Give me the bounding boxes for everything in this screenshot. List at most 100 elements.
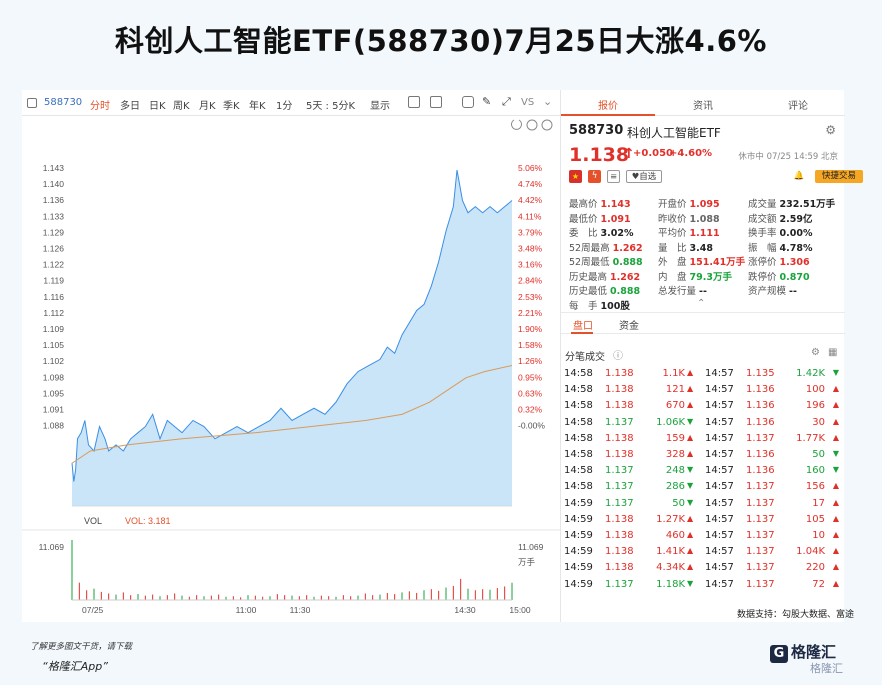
down-triangle-icon: ▼ [832, 465, 839, 475]
tab-intraday[interactable]: 分时 [90, 101, 110, 112]
quote-value: 232.51万手 [779, 199, 836, 210]
trade-volume: 196 [805, 400, 825, 412]
tab-news[interactable]: 资讯 [693, 101, 713, 112]
color-icon[interactable] [430, 96, 442, 108]
trade-volume: 1.77K [796, 432, 825, 444]
x-tick-label: 11:00 [236, 605, 257, 615]
trade-row: 14:58 1.138 121 14:57 1.136 100 ▲ ▲ [561, 382, 845, 398]
volume-max-label: 11.069 [518, 542, 544, 552]
lightning-icon[interactable]: ϟ [588, 170, 601, 183]
data-source: 数据支持：勾股大数据、富途 [736, 610, 854, 620]
settings-icon[interactable]: ⚙ [811, 347, 820, 358]
settings-gear-icon[interactable]: ⚙ [825, 123, 836, 137]
tab-comments[interactable]: 评论 [788, 101, 808, 112]
up-triangle-icon: ▲ [832, 578, 839, 588]
bell-icon[interactable]: 🔔 [793, 171, 805, 181]
toolbar-code[interactable]: 588730 [44, 97, 83, 108]
tab-monthly-k[interactable]: 月K [199, 101, 216, 112]
quote-value: 2.59亿 [779, 213, 813, 225]
up-triangle-icon: ▲ [832, 497, 839, 507]
trade-volume: 121 [665, 384, 685, 396]
tab-1min[interactable]: 1分 [276, 101, 293, 112]
pct-tick-label: 0.32% [518, 405, 543, 415]
pct-tick-label: 4.11% [518, 211, 542, 221]
quote-label: 平均价 [658, 228, 687, 239]
x-tick-label: 07/25 [82, 605, 104, 615]
tab-weekly-k[interactable]: 周K [173, 101, 190, 112]
up-triangle-icon: ▲ [832, 530, 839, 539]
quote-field: 历史最低 0.888 [569, 283, 640, 297]
up-triangle-icon: ▲ [832, 481, 839, 491]
trade-price: 1.136 [746, 449, 775, 460]
more-icon[interactable]: ⌄ [543, 95, 553, 108]
up-arrow-icon: ↑ [623, 146, 635, 162]
add-watchlist-button[interactable]: ♥自选 [626, 170, 662, 183]
tab-daily-k[interactable]: 日K [149, 101, 166, 112]
trade-time: 14:59 [564, 497, 593, 509]
section-tab-indicator [571, 332, 593, 334]
tab-multi-day[interactable]: 多日 [120, 101, 140, 112]
y-tick-label: 1.140 [43, 179, 65, 189]
pct-tick-label: 0.95% [518, 372, 543, 382]
collapse-chevron-icon[interactable]: ⌃ [697, 298, 706, 309]
x-tick-label: 11:30 [290, 605, 311, 615]
pen-icon[interactable]: ✎ [482, 95, 492, 108]
tab-order-book[interactable]: 盘口 [573, 321, 593, 332]
intraday-chart[interactable]: 1.143 5.06% 1.140 4.74% 1.136 4.42% 1.133 4.11%… [22, 116, 560, 622]
trade-price: 1.138 [605, 384, 634, 396]
quote-value: 1.095 [689, 199, 720, 210]
quote-value: 0.888 [610, 286, 641, 297]
pct-tick-label: 0.63% [518, 388, 543, 398]
section-tabs: 盘口 资金 [561, 312, 845, 334]
tab-capital[interactable]: 资金 [619, 321, 639, 332]
intraday-chart-svg: 1.143 5.06% 1.140 4.74% 1.136 4.42% 1.133 4.11%… [22, 119, 560, 615]
quote-field: 量 比 3.48 [658, 240, 713, 254]
list-icon[interactable]: ≡ [607, 170, 620, 183]
up-triangle-icon: ▲ [687, 530, 694, 539]
y-tick-label: 1.133 [43, 211, 65, 221]
tab-quote[interactable]: 报价 [598, 101, 618, 112]
sidebar-toggle-icon[interactable] [27, 98, 37, 108]
heart-icon: ♥ [631, 172, 640, 182]
trade-volume: 1.18K [656, 578, 685, 590]
quote-field: 换手率 0.00% [748, 225, 812, 239]
fullscreen-icon[interactable]: ⤢ [502, 95, 511, 108]
y-tick-label: 1.095 [43, 388, 65, 398]
camera-icon[interactable] [462, 96, 474, 108]
tab-yearly-k[interactable]: 年K [249, 101, 266, 112]
trade-time: 14:58 [564, 481, 593, 493]
trade-price: 1.137 [746, 497, 775, 509]
quote-value: 1.088 [689, 213, 720, 225]
grid-icon[interactable]: ▦ [828, 347, 838, 358]
tab-5day[interactable]: 5天 : 5分K [306, 101, 356, 112]
fast-trade-button[interactable]: 快捷交易 [815, 170, 863, 183]
logo-mark-icon: G [770, 645, 788, 663]
quote-field: 总发行量 -- [658, 283, 707, 297]
trade-time: 14:58 [564, 465, 593, 477]
tab-quarterly-k[interactable]: 季K [223, 101, 240, 112]
trade-price: 1.137 [605, 465, 634, 477]
chart-type-icon[interactable] [408, 96, 420, 108]
trade-price: 1.136 [746, 384, 775, 396]
y-tick-label: 1.102 [43, 356, 65, 366]
quote-value: 151.41万手 [689, 257, 746, 268]
watermark-text: 格隆汇 [810, 662, 843, 675]
trade-time: 14:57 [705, 449, 734, 460]
trade-row: 14:58 1.138 1.1K 14:57 1.135 1.42K ▲ ▼ [561, 366, 845, 382]
trade-price: 1.138 [605, 530, 634, 541]
quote-value: 100股 [600, 300, 630, 312]
pct-tick-label: 3.79% [518, 227, 543, 237]
down-triangle-icon: ▼ [687, 416, 694, 426]
trade-price: 1.138 [605, 546, 634, 558]
display-dropdown[interactable]: 显示 [370, 101, 390, 112]
quote-label: 历史最低 [569, 286, 608, 297]
trade-row: 14:58 1.137 286 14:57 1.137 156 ▼ ▲ [561, 479, 845, 495]
info-icon[interactable]: ⓘ [613, 351, 623, 362]
quote-field: 跌停价 0.870 [748, 269, 810, 283]
trade-row: 14:59 1.138 460 14:57 1.137 10 ▲ ▲ [561, 528, 845, 544]
logo-text: 格隆汇 [791, 643, 837, 661]
x-tick-label: 14:30 [454, 605, 476, 615]
quote-field: 52周最高 1.262 [569, 240, 643, 254]
pct-tick-label: 1.26% [518, 356, 543, 366]
compare-button[interactable]: VS [521, 97, 535, 108]
